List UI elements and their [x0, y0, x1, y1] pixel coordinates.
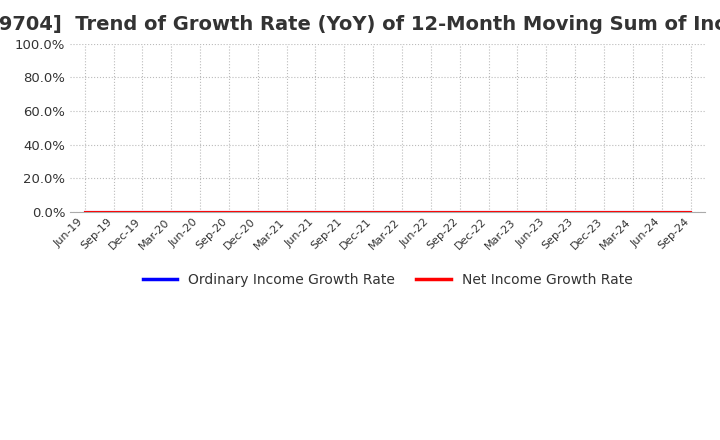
Legend: Ordinary Income Growth Rate, Net Income Growth Rate: Ordinary Income Growth Rate, Net Income … — [137, 267, 638, 292]
Title: [9704]  Trend of Growth Rate (YoY) of 12-Month Moving Sum of Incomes: [9704] Trend of Growth Rate (YoY) of 12-… — [0, 15, 720, 34]
